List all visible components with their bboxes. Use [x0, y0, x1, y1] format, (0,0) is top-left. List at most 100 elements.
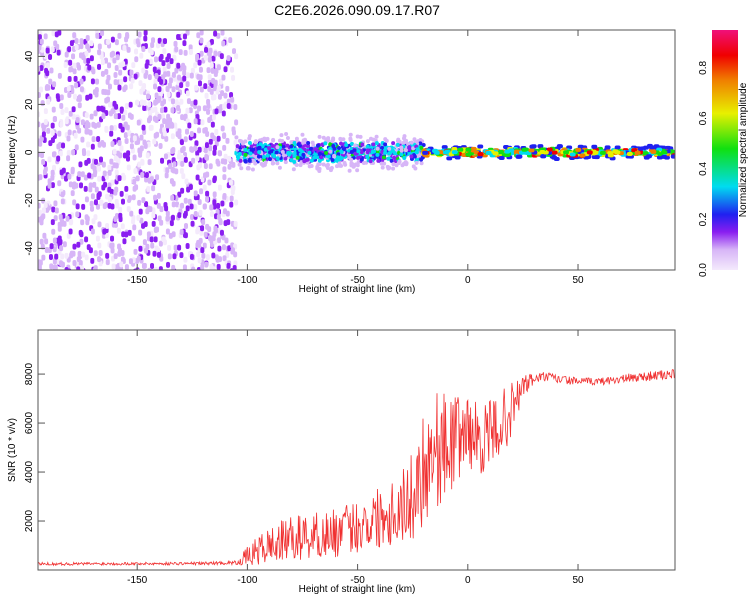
x-tick-label: 50: [572, 275, 584, 286]
spectrogram-cell: [79, 78, 84, 85]
spectrogram-cell: [365, 139, 370, 144]
y-axis-label: SNR (10 * v/v): [7, 418, 18, 482]
spectrogram-cell: [302, 159, 307, 164]
spectrogram-cell: [135, 175, 140, 182]
colorbar-label: Normalized spectral amplitude: [738, 82, 749, 217]
spectrogram-cell: [74, 82, 79, 89]
spectrogram-cell: [129, 69, 134, 76]
spectrogram-cell: [46, 127, 51, 134]
spectrogram-cell: [80, 136, 85, 143]
spectrogram-cell: [284, 132, 289, 137]
spectrogram-cell: [399, 145, 404, 150]
spectrogram-cell: [50, 137, 55, 144]
spectrogram-cell: [179, 167, 184, 174]
spectrogram-cell: [177, 244, 182, 251]
spectrogram-cell: [289, 140, 294, 145]
spectrogram-cell: [556, 144, 563, 149]
spectrogram-cell: [172, 253, 177, 260]
spectrogram-cell: [110, 203, 115, 210]
spectrogram-cell: [348, 138, 353, 143]
spectrogram-cell: [45, 62, 50, 69]
spectrogram-cell: [72, 199, 77, 206]
spectrogram-cell: [302, 147, 307, 152]
spectrogram-cell: [216, 32, 221, 39]
spectrogram-cell: [185, 81, 190, 88]
spectrogram-cell: [139, 217, 144, 224]
spectrogram-cell: [165, 215, 170, 222]
spectrogram-cell: [195, 155, 200, 162]
spectrogram-cell: [41, 254, 46, 261]
spectrogram-cell: [41, 207, 46, 214]
spectrogram-cell: [201, 219, 206, 226]
spectrogram-cell: [146, 186, 151, 193]
spectrogram-cell: [104, 125, 109, 132]
spectrogram-cell: [124, 138, 129, 145]
spectrogram-cell: [235, 147, 240, 152]
spectrogram-cell: [379, 161, 384, 166]
spectrogram-cell: [411, 164, 416, 169]
spectrogram-cell: [409, 140, 414, 145]
spectrogram-cell: [197, 105, 202, 112]
spectrogram-cell: [124, 264, 129, 270]
spectrogram-cell: [394, 163, 399, 168]
spectrogram-cell: [353, 151, 358, 156]
spectrogram-cell: [59, 94, 64, 101]
spectrogram-cell: [365, 144, 370, 149]
spectrogram-cell: [76, 241, 81, 248]
spectrogram-cell: [318, 151, 323, 156]
spectrogram-cell: [96, 121, 101, 128]
spectrogram-cell: [160, 107, 165, 114]
spectrogram-cell: [248, 151, 253, 156]
spectrogram-cell: [144, 172, 149, 179]
spectrogram-cell: [143, 30, 148, 36]
spectrogram-cell: [270, 161, 275, 166]
figure-title: C2E6.2026.090.09.17.R07: [274, 2, 440, 18]
spectrogram-cell: [136, 255, 141, 262]
spectrogram-cell: [321, 162, 326, 167]
y-tick-label: 4000: [24, 460, 35, 483]
spectrogram-cell: [260, 144, 265, 149]
spectrogram-cell: [207, 74, 212, 81]
spectrogram-cell: [47, 156, 52, 163]
spectrogram-cell: [237, 151, 242, 156]
spectrogram-cell: [48, 78, 53, 85]
spectrogram-cell: [402, 156, 407, 161]
spectrogram-cell: [94, 91, 99, 98]
spectrogram-cell: [391, 162, 396, 167]
spectrogram-cell: [38, 259, 43, 266]
spectrogram-cell: [127, 195, 132, 202]
spectrogram-cell: [42, 232, 47, 239]
spectrogram-cell: [153, 194, 158, 201]
spectrogram-cell: [129, 210, 134, 217]
spectrogram-cell: [359, 157, 364, 162]
spectrogram-cell: [107, 186, 112, 193]
spectrogram-cell: [64, 107, 69, 114]
spectrogram-cell: [166, 62, 171, 69]
spectrogram-cell: [71, 250, 76, 257]
spectrogram-cell: [212, 203, 217, 210]
spectrogram-cell: [112, 100, 117, 107]
spectrogram-cell: [121, 172, 126, 179]
spectrogram-cell: [216, 135, 221, 142]
spectrogram-cell: [179, 98, 184, 105]
spectrogram-cell: [93, 110, 98, 117]
spectrogram-cell: [67, 129, 72, 136]
spectrogram-cell: [380, 146, 385, 151]
spectrogram-cell: [38, 174, 41, 181]
spectrogram-cell: [165, 167, 170, 174]
spectrogram-cell: [47, 182, 52, 189]
spectrogram-cell: [101, 113, 106, 120]
spectrogram-cell: [77, 171, 82, 178]
spectrogram-cell: [132, 224, 137, 231]
spectrogram-cell: [40, 100, 45, 107]
spectrogram-cell: [412, 154, 417, 159]
spectrogram-cell: [43, 169, 48, 176]
spectrogram-cell: [129, 113, 134, 120]
spectrogram-cell: [66, 85, 71, 92]
spectrogram-cell: [71, 106, 76, 113]
spectrogram-cell: [100, 30, 105, 37]
spectrogram-cell: [158, 143, 163, 150]
spectrogram-cell: [173, 244, 178, 251]
spectrogram-cell: [308, 146, 313, 151]
